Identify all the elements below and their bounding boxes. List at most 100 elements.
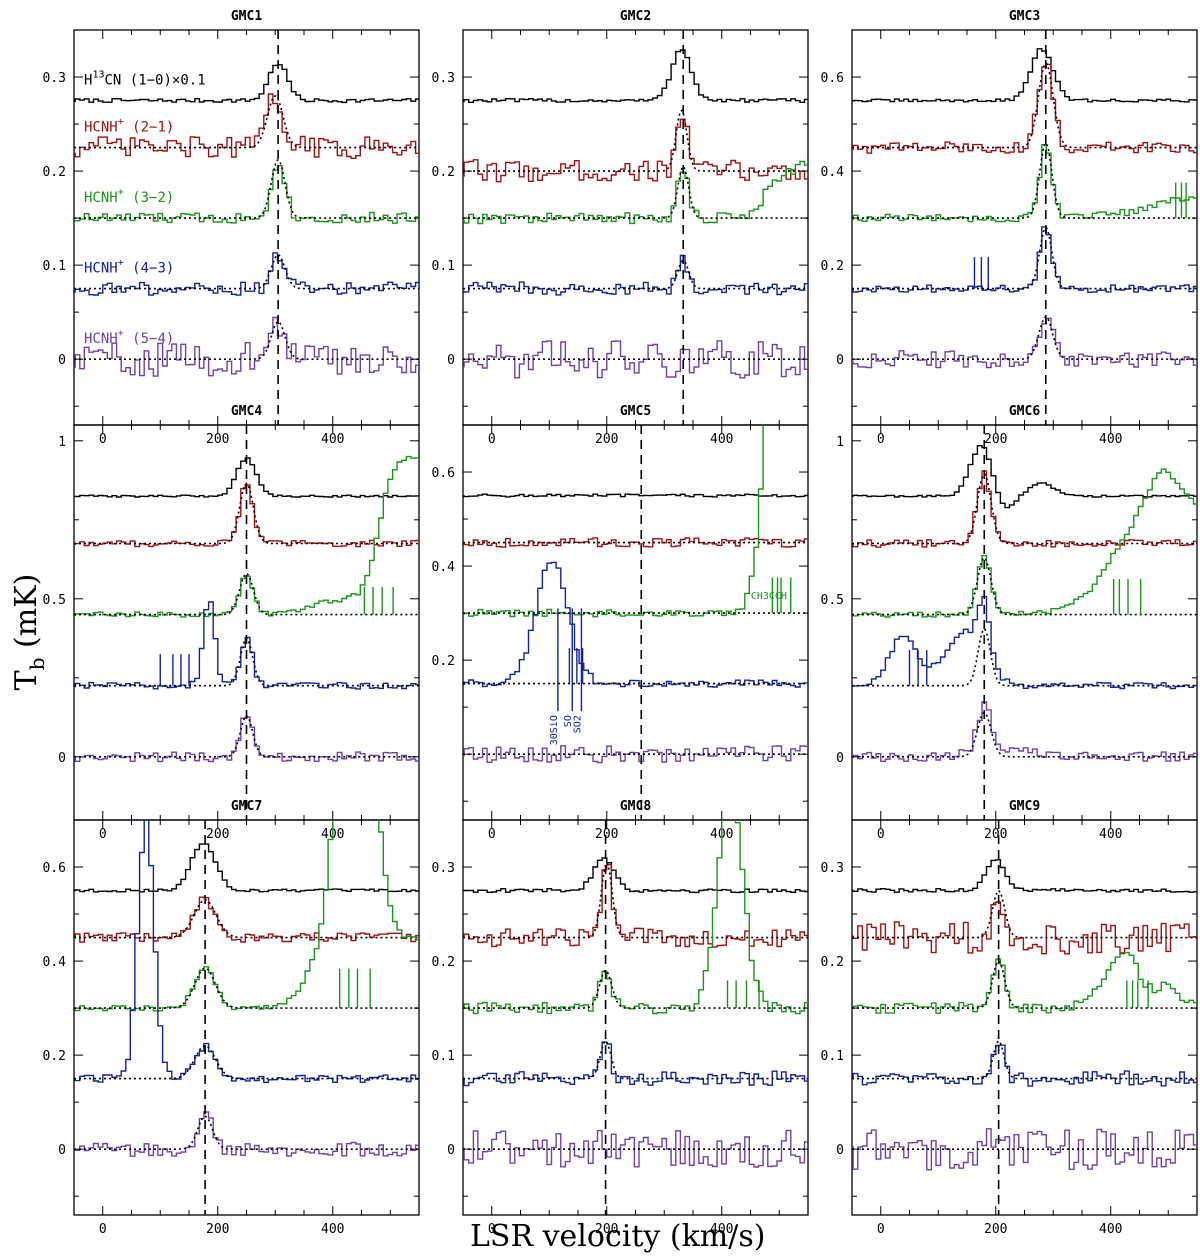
x-tick-label: 400 [1099,827,1122,842]
x-tick-label: 0 [99,827,107,842]
y-tick-label: 0.2 [43,165,66,180]
y-tick-label: 0.4 [43,955,67,970]
panel-gmc4: GMC4 0 200 400 0 0.5 1 [43,404,420,842]
y-tick-label: 0.2 [432,654,455,669]
x-tick-label: 200 [206,1222,229,1237]
panel-spectra [852,445,1197,762]
fit-hcnh32 [74,572,419,616]
x-tick-label: 400 [710,1222,733,1237]
y-tick-label: 1 [836,435,844,450]
spectrum-hcnh54 [463,340,808,379]
plot-frame [851,29,1198,426]
panel-title: GMC8 [620,799,651,814]
legend-hcnh32: HCNH+ (3−2) [84,187,174,206]
fit-hcnh32 [852,142,1197,219]
panel-gmc7: GMC7 0 200 400 0 0.2 0.4 0.6 [43,799,420,1237]
spectrum-h13cn [74,843,419,893]
x-tick-label: 0 [99,1222,107,1237]
x-axis-label: LSR velocity (km/s) [470,1219,765,1254]
spectrum-hcnh54 [74,1111,419,1157]
spectrum-hcnh54 [74,316,419,377]
fit-hcnh32 [852,556,1197,616]
y-tick-label: 0.4 [432,560,456,575]
fit-hcnh21 [852,62,1197,149]
x-tick-label: 0 [877,827,885,842]
plot-frame [73,29,420,426]
panel-title: GMC5 [620,404,651,419]
x-tick-label: 200 [206,432,229,447]
x-tick-label: 0 [99,432,107,447]
spectrum-hcnh21 [74,93,419,159]
spectrum-hcnh21 [74,484,419,548]
fit-hcnh43 [852,226,1197,290]
y-tick-label: 0.6 [821,71,844,86]
y-tick-label: 0 [447,353,455,368]
spectrum-hcnh21 [852,63,1197,154]
panel-spectra [463,425,808,764]
spectrum-hcnh32 [74,165,419,224]
spectrum-hcnh21 [463,118,808,183]
y-tick-label: 0.2 [43,1049,66,1064]
spectrum-hcnh21 [463,537,808,548]
spectrum-hcnh43 [74,601,419,690]
x-tick-label: 400 [710,432,733,447]
fit-hcnh21 [852,473,1197,545]
y-tick-label: 0.4 [821,165,845,180]
spectrum-h13cn [74,64,419,104]
x-tick-label: 0 [488,1222,496,1237]
panel-title: GMC1 [231,9,262,24]
plot-frame [462,424,809,821]
x-tick-label: 400 [321,1222,344,1237]
spectrum-hcnh43 [74,820,419,1083]
x-tick-label: 200 [984,827,1007,842]
fit-hcnh43 [74,1044,419,1080]
y-tick-label: 0.1 [821,1049,844,1064]
annotation-so2: SO2 [572,715,583,733]
y-tick-label: 0 [836,751,844,766]
panel-gmc1: GMC1 0 200 400 0 0.1 0.2 0.3 H13CN (1−0)×0.1 HCNH… [43,9,420,447]
y-tick-label: 0.2 [821,955,844,970]
fit-hcnh54 [74,320,419,360]
fit-hcnh43 [74,637,419,687]
annotation-30sio: 30SiO [549,715,560,745]
fit-hcnh21 [74,482,419,545]
spectrum-hcnh32 [74,820,419,1012]
y-tick-label: 0.2 [821,259,844,274]
x-tick-label: 0 [877,1222,885,1237]
annotation-ch3cch: CH3CCH [751,591,787,602]
spectrum-hcnh43 [852,595,1197,690]
y-tick-label: 0 [58,751,66,766]
y-tick-label: 0 [58,1143,66,1158]
panel-title: GMC9 [1009,799,1040,814]
y-axis-label: Tb (mK) [9,574,49,691]
spectrum-hcnh21 [852,470,1197,548]
fit-hcnh21 [74,899,419,939]
y-tick-label: 0.1 [432,1049,455,1064]
panel-gmc6: GMC6 0 200 400 0 0.5 1 [821,404,1198,842]
panel-spectra [463,820,808,1168]
x-tick-label: 200 [984,1222,1007,1237]
spectrum-hcnh54 [463,1129,808,1168]
svg-text:Tb (mK): Tb (mK) [9,574,49,691]
spectrum-h13cn [463,49,808,103]
panel-spectra [74,455,419,763]
y-tick-label: 0.2 [432,955,455,970]
fit-hcnh32 [74,159,419,219]
plot-frame [73,819,420,1216]
panel-spectra [463,49,808,379]
y-tick-label: 0 [58,353,66,368]
x-tick-label: 0 [488,827,496,842]
fit-hcnh54 [74,714,419,758]
spectrum-hcnh32 [463,160,808,225]
spectrum-hcnh21 [852,901,1197,955]
annotation-so: SO [563,715,574,727]
spectrum-h13cn [74,457,419,498]
spectrum-h13cn [852,48,1197,103]
panel-title: GMC4 [231,404,262,419]
fit-hcnh43 [463,259,808,290]
spectrum-hcnh21 [463,864,808,948]
fit-hcnh32 [74,967,419,1009]
panel-title: GMC6 [1009,404,1040,419]
y-tick-label: 0.5 [821,593,844,608]
x-tick-label: 0 [488,432,496,447]
